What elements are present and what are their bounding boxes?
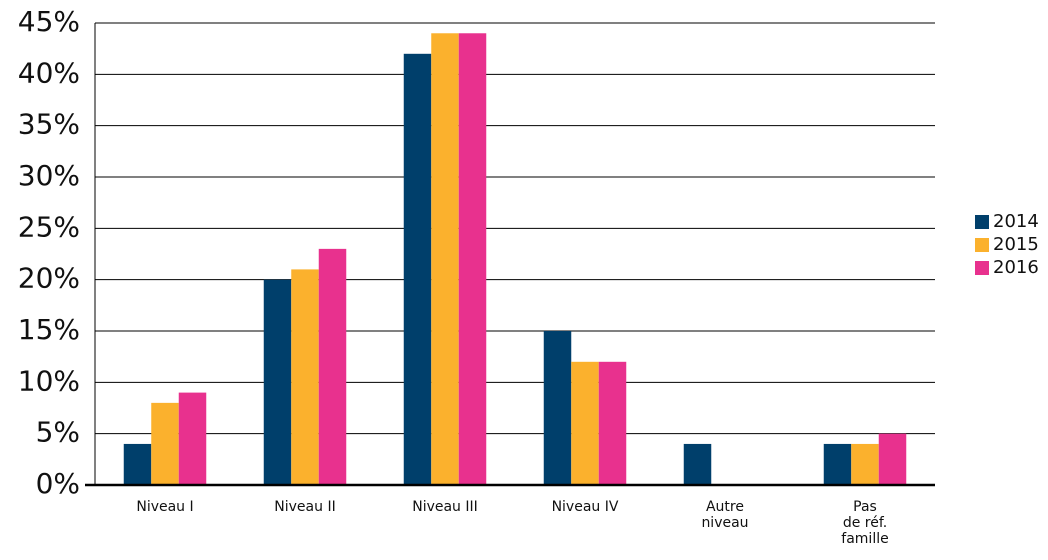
bar xyxy=(851,443,879,485)
bar xyxy=(123,443,152,485)
bar xyxy=(291,269,319,485)
bar xyxy=(318,248,347,485)
bar xyxy=(458,33,487,486)
x-tick-label: Autre niveau xyxy=(701,499,749,531)
legend-label: 2016 xyxy=(993,257,1039,278)
legend-swatch xyxy=(975,238,989,252)
y-tick-label: 15% xyxy=(18,313,80,346)
legend-label: 2014 xyxy=(993,211,1039,232)
y-tick-label: 25% xyxy=(18,210,80,243)
bar xyxy=(543,331,572,485)
bar xyxy=(598,361,627,485)
bar xyxy=(683,443,712,485)
bar xyxy=(151,402,179,485)
legend-swatch xyxy=(975,261,989,275)
y-tick-label: 5% xyxy=(36,416,80,449)
bar xyxy=(878,433,907,485)
x-tick-label: Niveau III xyxy=(412,499,478,515)
bar xyxy=(178,392,207,485)
y-tick-label: 45% xyxy=(18,5,80,38)
y-tick-label: 35% xyxy=(18,108,80,141)
legend-label: 2015 xyxy=(993,234,1039,255)
y-tick-label: 0% xyxy=(36,467,80,500)
bar xyxy=(403,53,432,486)
bar xyxy=(571,361,599,485)
x-tick-label: Pas de réf. famille xyxy=(841,499,889,547)
x-tick-label: Niveau IV xyxy=(551,499,619,515)
bar xyxy=(823,443,852,485)
legend-swatch xyxy=(975,215,989,229)
x-tick-label: Niveau II xyxy=(274,499,336,515)
x-tick-label: Niveau I xyxy=(136,499,194,515)
y-tick-label: 30% xyxy=(18,159,80,192)
bar xyxy=(431,33,459,486)
bar xyxy=(263,279,292,485)
y-tick-label: 40% xyxy=(18,56,80,89)
y-tick-label: 10% xyxy=(18,364,80,397)
y-tick-label: 20% xyxy=(18,262,80,295)
